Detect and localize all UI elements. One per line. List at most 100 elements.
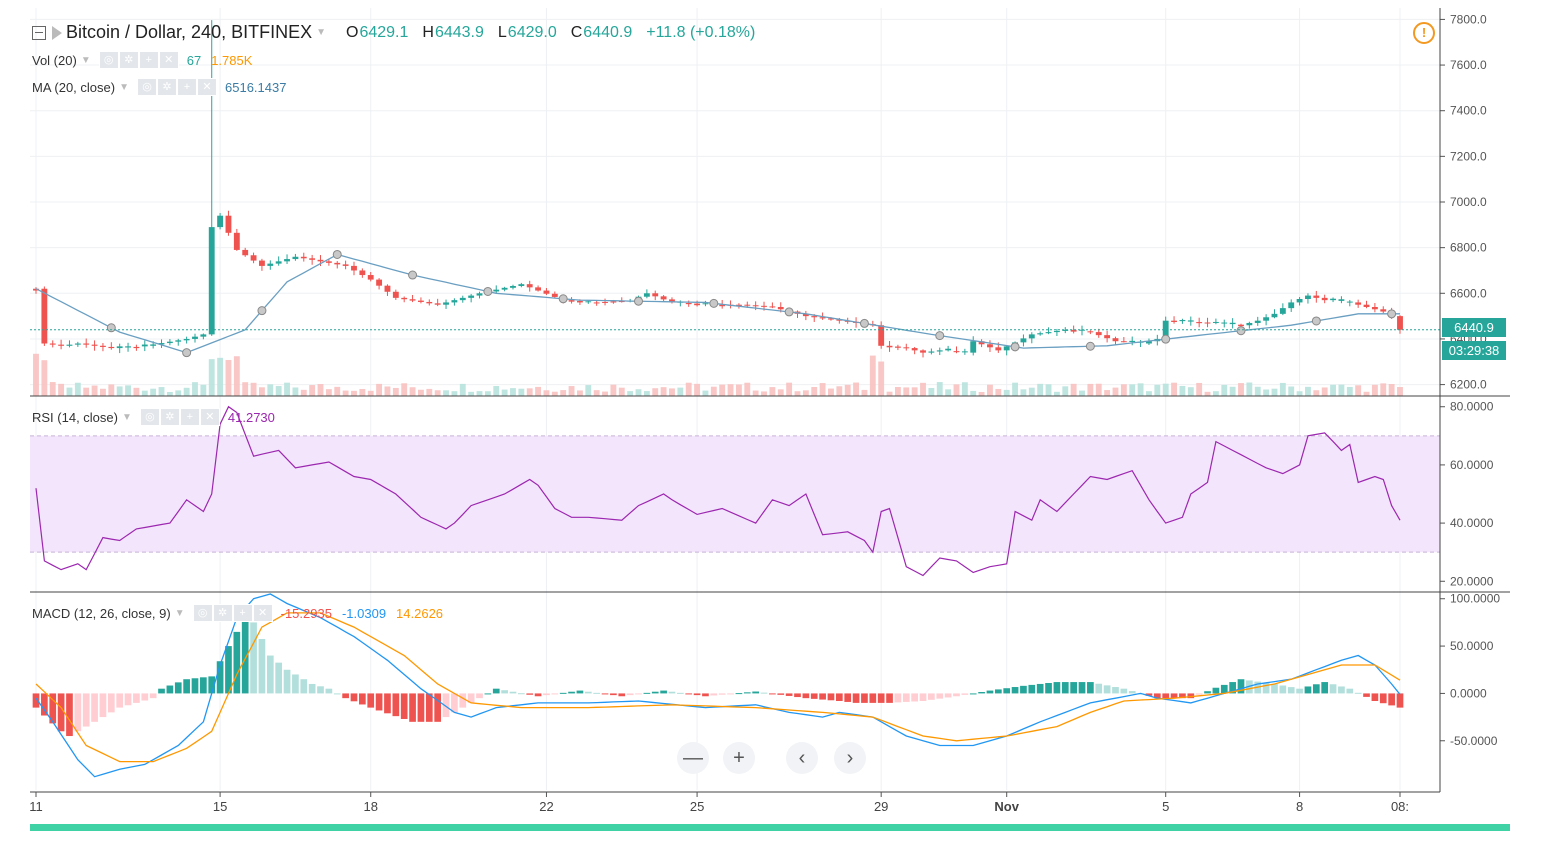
candle-body — [702, 303, 709, 305]
volume-bar — [192, 382, 198, 396]
macd-hist-bar — [225, 646, 232, 694]
volume-bar — [317, 384, 324, 396]
candle-body — [1338, 299, 1345, 301]
macd-tick-label: 50.0000 — [1450, 639, 1494, 653]
ma-marker — [935, 331, 945, 341]
warning-icon[interactable]: ! — [1413, 22, 1435, 44]
macd-hist-bar — [1128, 691, 1136, 694]
macd-hist-bar — [1112, 687, 1119, 694]
volume-bar — [401, 383, 408, 396]
volume-bar — [819, 383, 826, 396]
rsi-label[interactable]: RSI (14, close) — [32, 409, 118, 425]
macd-hist-bar — [124, 693, 132, 706]
close-icon[interactable]: ✕ — [252, 604, 273, 622]
zoom-in-button[interactable]: + — [723, 742, 755, 774]
volume-bar — [1204, 391, 1211, 396]
volume-bar — [1146, 391, 1152, 396]
macd-hist-bar — [978, 692, 985, 694]
close-label: C — [570, 23, 583, 41]
scroll-right-button[interactable]: › — [834, 742, 866, 774]
low-label: L — [497, 23, 507, 41]
macd-hist-bar — [417, 693, 425, 722]
candle-body — [1062, 329, 1069, 331]
volume-bar — [535, 386, 542, 396]
volume-bar — [903, 387, 910, 396]
candle-body — [74, 343, 81, 345]
eye-icon[interactable]: ◎ — [139, 408, 160, 426]
volume-bar — [183, 387, 190, 396]
eye-icon[interactable]: ◎ — [98, 51, 119, 69]
volume-bar — [777, 389, 784, 396]
time-tick-label: 18 — [363, 799, 377, 814]
volume-bar — [911, 387, 918, 396]
close-icon[interactable]: ✕ — [199, 408, 220, 426]
plus-icon[interactable]: + — [232, 604, 253, 622]
macd-hist-bar — [1354, 692, 1362, 694]
volume-bar — [936, 382, 943, 396]
macd-hist-bar — [785, 693, 793, 696]
candle-body — [920, 350, 926, 353]
eye-icon[interactable]: ◎ — [137, 78, 157, 96]
signal-line — [35, 612, 1401, 763]
macd-hist-bar — [1045, 683, 1052, 694]
ma-label[interactable]: MA (20, close) — [32, 79, 116, 95]
eye-icon[interactable]: ◎ — [192, 604, 213, 622]
macd-hist-bar — [928, 693, 935, 700]
collapse-icon[interactable] — [32, 25, 46, 40]
close-icon[interactable]: ✕ — [158, 51, 179, 69]
macd-hist-bar — [442, 693, 450, 718]
volume-bar — [376, 383, 383, 396]
volume-bar — [225, 359, 232, 396]
gear-icon[interactable]: ✲ — [212, 604, 233, 622]
grid-lines — [30, 8, 1440, 790]
ma-marker — [709, 298, 719, 308]
chevron-down-icon[interactable]: ▼ — [121, 411, 132, 423]
candle-body — [334, 262, 341, 265]
volume-bar — [443, 390, 449, 396]
candle-body — [936, 350, 943, 352]
volume-bar — [217, 357, 224, 396]
macd-hist-bar — [1363, 693, 1370, 697]
candle-body — [1187, 320, 1194, 322]
volume-bar — [978, 391, 985, 396]
gear-icon[interactable]: ✲ — [118, 51, 139, 69]
rsi-line-group — [35, 405, 1401, 577]
scroll-left-button[interactable]: ‹ — [786, 742, 818, 774]
macd-group — [32, 593, 1404, 778]
volume-bar — [727, 384, 734, 396]
macd-tick-label: -50.0000 — [1450, 734, 1498, 748]
macd-hist-bar — [710, 693, 718, 696]
macd-hist-bar — [1229, 682, 1236, 694]
candle-body — [518, 284, 525, 286]
macd-hist-bar — [1396, 693, 1404, 708]
symbol-title[interactable]: Bitcoin / Dollar, 240, BITFINEX — [66, 22, 313, 42]
volume-bar — [1238, 383, 1244, 396]
plus-icon[interactable]: + — [177, 78, 197, 96]
volume-bar — [1263, 389, 1270, 396]
volume-bar — [1305, 386, 1311, 396]
plus-icon[interactable]: + — [138, 51, 159, 69]
gear-icon[interactable]: ✲ — [159, 408, 180, 426]
volume-bar — [551, 391, 558, 396]
macd-label[interactable]: MACD (12, 26, close, 9) — [32, 605, 171, 621]
candle-body — [300, 256, 307, 259]
volume-bar — [1120, 384, 1127, 396]
macd-hist-bar — [425, 693, 433, 722]
volume-bar — [1171, 382, 1177, 396]
vol-label[interactable]: Vol (20) — [32, 52, 77, 68]
volume-bar — [660, 387, 667, 396]
ma-legend: MA (20, close) ▼ ◎ ✲ + ✕ 6516.1437 — [32, 78, 286, 96]
gear-icon[interactable]: ✲ — [157, 78, 177, 96]
price-tick-label: 6600.0 — [1450, 286, 1487, 300]
chevron-down-icon[interactable]: ▼ — [80, 54, 91, 66]
chevron-down-icon[interactable]: ▼ — [316, 27, 326, 38]
rsi-line — [35, 405, 1401, 577]
close-icon[interactable]: ✕ — [197, 78, 217, 96]
chevron-down-icon[interactable]: ▼ — [174, 607, 185, 619]
plus-icon[interactable]: + — [179, 408, 200, 426]
macd-hist-bar — [593, 692, 601, 694]
zoom-out-button[interactable]: — — [677, 742, 709, 774]
chevron-down-icon[interactable]: ▼ — [119, 81, 129, 93]
candle-body — [652, 293, 659, 297]
